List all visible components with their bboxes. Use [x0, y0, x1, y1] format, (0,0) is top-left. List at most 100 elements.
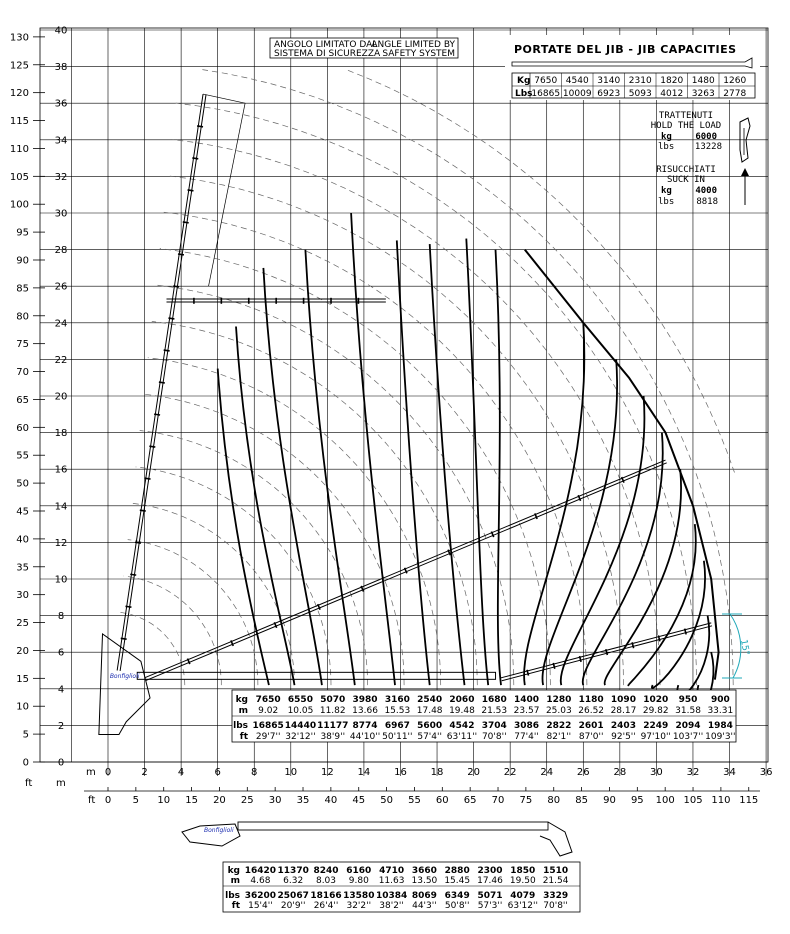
tick-m-left: 26 [55, 282, 68, 293]
tick-m-left: 2 [58, 721, 64, 732]
hold-suck-info: TRATTENUTI HOLD THE LOAD kg 6000 lbs 132… [651, 111, 751, 207]
load-curve [428, 244, 466, 686]
cell-kg: 3660 [412, 866, 437, 876]
tick-m-bottom: 26 [577, 767, 590, 778]
row-label-m: m [239, 706, 248, 716]
tick-m-left: 18 [55, 428, 68, 439]
cell-m: 21.53 [481, 706, 507, 716]
load-curve [523, 322, 586, 686]
cell-kg: 11370 [278, 866, 309, 876]
cell-m: 19.48 [449, 706, 475, 716]
tick-m-bottom: 18 [431, 767, 444, 778]
cell-ft: 44'10'' [350, 732, 380, 742]
cell-kg: 3160 [385, 695, 410, 705]
load-curve [262, 267, 323, 686]
tick-ft-bottom: 70 [492, 795, 505, 806]
tick-m-bottom: 14 [358, 767, 371, 778]
grid [39, 27, 769, 763]
safety-note-en-2: SAFETY SYSTEM [382, 49, 455, 59]
row-label-lbs: lbs [233, 721, 248, 731]
tick-m-left: 4 [58, 684, 64, 695]
cell-lbs: 11177 [317, 721, 348, 731]
tick-ft-bottom: 60 [436, 795, 449, 806]
cell-m: 31.58 [675, 706, 701, 716]
safety-note-it-1: ANGOLO LIMITATO DAL [274, 40, 377, 50]
suck-lbs-label: lbs [658, 197, 674, 207]
jib-kg-label: Kg [517, 76, 530, 86]
tick-m-left: 20 [55, 392, 68, 403]
tick-ft-left: 20 [16, 646, 29, 657]
cell-ft: 103'7'' [673, 732, 703, 742]
row-label-kg: kg [236, 695, 248, 705]
row-label-lbs: lbs [225, 891, 240, 901]
jib-lbs-cell: 3263 [692, 89, 715, 99]
load-curve [559, 395, 646, 686]
jib-kg-cell: 2310 [629, 76, 652, 86]
tick-ft-bottom: 55 [408, 795, 421, 806]
hold-kg-label: kg [661, 132, 672, 142]
hook-icon [739, 117, 751, 163]
tick-ft-bottom: 115 [739, 795, 758, 806]
tick-ft-left: 50 [16, 479, 29, 490]
cell-lbs: 2094 [676, 721, 701, 731]
tick-m-bottom: 4 [178, 767, 184, 778]
tick-m-bottom: 30 [650, 767, 663, 778]
brand-logo: Bonfiglioli [204, 827, 234, 834]
tick-m-bottom: 24 [540, 767, 553, 778]
load-curve [304, 249, 356, 686]
angle-label: 15° [738, 639, 751, 656]
cell-kg: 5070 [320, 695, 345, 705]
radius-arcs [119, 69, 735, 686]
load-curve [627, 523, 697, 687]
cell-lbs: 25067 [278, 891, 309, 901]
boom-drawings: Bonfiglioli [98, 93, 713, 736]
cell-m: 15.53 [384, 706, 410, 716]
axis-unit-m-bottom: m [86, 767, 96, 778]
load-curve [603, 469, 682, 686]
hold-kg-value: 6000 [695, 132, 717, 142]
tick-m-left: 0 [58, 758, 64, 769]
radius-arc [171, 139, 661, 686]
cell-ft: 29'7'' [256, 732, 281, 742]
tick-m-bottom: 12 [321, 767, 334, 778]
tick-ft-bottom: 85 [575, 795, 588, 806]
load-curve [350, 212, 396, 686]
cell-ft: 97'10'' [641, 732, 671, 742]
jib-kg-cell: 1820 [660, 76, 683, 86]
cell-ft: 50'8'' [445, 901, 470, 911]
tick-ft-bottom: 25 [241, 795, 254, 806]
radius-arc [167, 175, 624, 686]
load-curve [494, 249, 502, 686]
tick-m-bottom: 28 [613, 767, 626, 778]
tick-ft-left: 90 [16, 255, 29, 266]
tick-ft-bottom: 45 [352, 795, 365, 806]
jib-capacities-title: PORTATE DEL JIB - JIB CAPACITIES [514, 43, 737, 56]
jib-kg-cell: 4540 [566, 76, 589, 86]
jib-lbs-cell: 4012 [660, 89, 683, 99]
tick-ft-left: 55 [16, 451, 29, 462]
tick-ft-bottom: 90 [603, 795, 616, 806]
tick-m-bottom: 36 [760, 767, 773, 778]
cell-lbs: 6967 [385, 721, 410, 731]
radius-arc [346, 69, 735, 473]
tick-m-left: 34 [55, 135, 68, 146]
tick-ft-bottom: 95 [631, 795, 644, 806]
cell-kg: 6160 [346, 866, 371, 876]
cell-kg: 1020 [643, 695, 668, 705]
risucchiati-label: RISUCCHIATI [656, 165, 716, 175]
cell-lbs: 2249 [643, 721, 668, 731]
jib-kg-cell: 1480 [692, 76, 715, 86]
tick-ft-bottom: 35 [297, 795, 310, 806]
tick-m-left: 40 [55, 26, 68, 37]
tick-m-bottom: 10 [284, 767, 297, 778]
cell-kg: 1400 [514, 695, 539, 705]
cell-kg: 1090 [611, 695, 636, 705]
cell-kg: 1850 [510, 866, 535, 876]
tick-ft-bottom: 5 [133, 795, 139, 806]
crane-base [98, 632, 151, 736]
tick-m-bottom: 8 [251, 767, 257, 778]
radius-arc [151, 321, 478, 686]
